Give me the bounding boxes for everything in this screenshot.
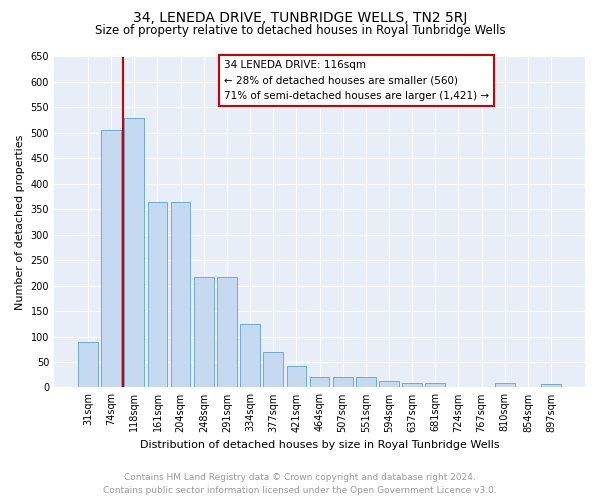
Bar xyxy=(379,382,399,388)
Bar xyxy=(402,384,422,388)
Bar xyxy=(148,202,167,388)
Y-axis label: Number of detached properties: Number of detached properties xyxy=(15,134,25,310)
Bar xyxy=(425,384,445,388)
Bar xyxy=(124,118,144,388)
Bar xyxy=(263,352,283,388)
Bar xyxy=(171,202,190,388)
Text: Contains HM Land Registry data © Crown copyright and database right 2024.
Contai: Contains HM Land Registry data © Crown c… xyxy=(103,474,497,495)
Text: 34, LENEDA DRIVE, TUNBRIDGE WELLS, TN2 5RJ: 34, LENEDA DRIVE, TUNBRIDGE WELLS, TN2 5… xyxy=(133,11,467,25)
Bar xyxy=(356,376,376,388)
Bar xyxy=(78,342,98,388)
Text: 34 LENEDA DRIVE: 116sqm
← 28% of detached houses are smaller (560)
71% of semi-d: 34 LENEDA DRIVE: 116sqm ← 28% of detache… xyxy=(224,60,489,101)
X-axis label: Distribution of detached houses by size in Royal Tunbridge Wells: Distribution of detached houses by size … xyxy=(140,440,499,450)
Bar xyxy=(217,277,237,388)
Text: Size of property relative to detached houses in Royal Tunbridge Wells: Size of property relative to detached ho… xyxy=(95,24,505,37)
Bar xyxy=(495,384,515,388)
Bar xyxy=(240,324,260,388)
Bar xyxy=(101,130,121,388)
Bar xyxy=(541,384,561,388)
Bar xyxy=(333,376,353,388)
Bar xyxy=(194,277,214,388)
Bar xyxy=(287,366,306,388)
Bar xyxy=(310,376,329,388)
